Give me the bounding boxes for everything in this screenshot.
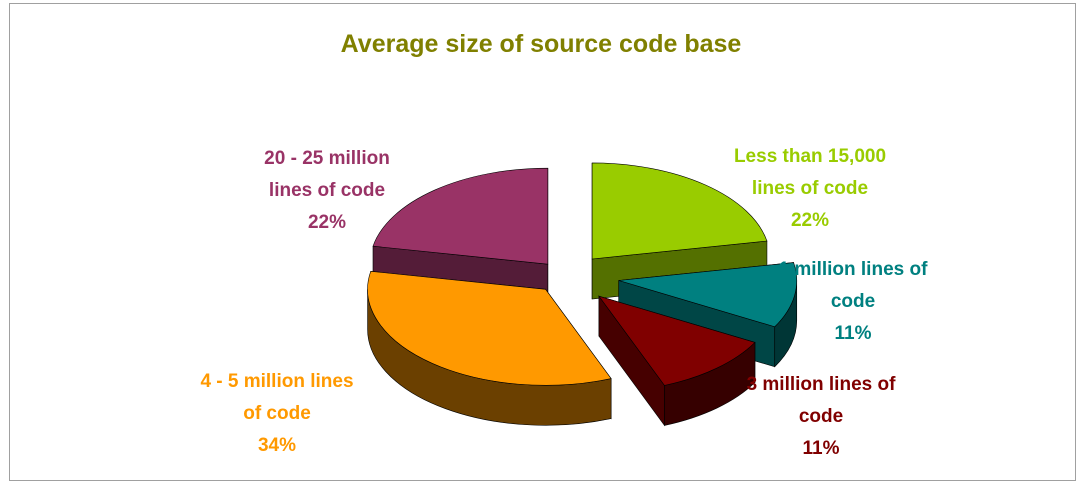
pie-labels: Less than 15,000 lines of code 22% 1 millio… [200, 146, 928, 459]
pie-slice-3 [367, 271, 612, 386]
pie-value-label-1: 11% [835, 323, 872, 344]
pie-slice-1 [618, 262, 798, 328]
pie-slice-2 [598, 295, 756, 386]
pie-label-line-2-0: 3 million lines of [747, 374, 897, 395]
pie-label-2: 3 million lines of code 11% [747, 374, 897, 459]
pie-label-3: 4 - 5 million lines of code 34% [200, 371, 353, 456]
pie-label-1: 1 million lines of code 11% [779, 259, 929, 344]
pie-slice-0 [591, 162, 768, 260]
pie-label-line-4-0: 20 - 25 million [264, 148, 390, 169]
chart-title: Average size of source code base [341, 30, 742, 58]
pie-value-label-4: 22% [308, 212, 346, 233]
pie-value-label-0: 22% [791, 210, 829, 231]
pie-label-line-4-1: lines of code [269, 180, 385, 201]
pie-label-line-1-0: 1 million lines of [779, 259, 929, 280]
pie-label-line-1-1: code [831, 291, 875, 312]
pie-value-label-3: 34% [258, 435, 296, 456]
pie-label-line-2-1: code [799, 406, 843, 427]
pie-label-line-0-0: Less than 15,000 [734, 146, 886, 167]
pie-value-label-2: 11% [803, 438, 840, 459]
pie-label-0: Less than 15,000 lines of code 22% [734, 146, 886, 231]
pie-slice-4 [372, 167, 549, 265]
pie-label-line-0-1: lines of code [752, 178, 868, 199]
pie-label-line-3-0: 4 - 5 million lines [200, 371, 353, 392]
pie-label-4: 20 - 25 million lines of code 22% [264, 148, 390, 233]
pie-label-line-3-1: of code [243, 403, 311, 424]
pie-tops [367, 162, 798, 386]
